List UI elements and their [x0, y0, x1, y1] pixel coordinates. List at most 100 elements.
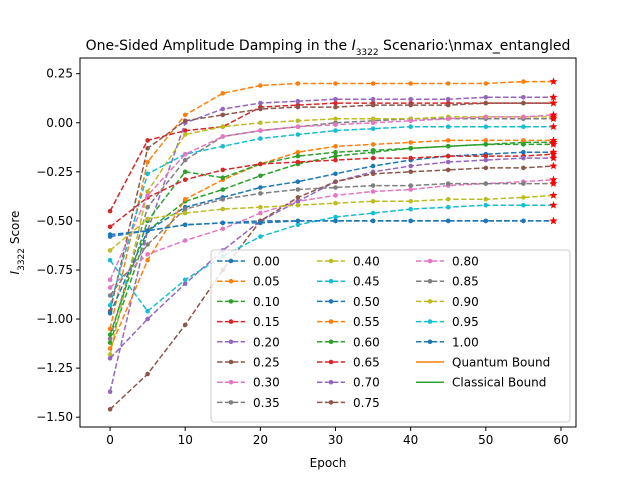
legend-item-0.15: 0.15	[217, 315, 280, 329]
legend-label: 0.50	[353, 295, 380, 309]
legend-label: 0.70	[353, 376, 380, 390]
legend-label: 0.00	[253, 255, 280, 269]
legend-marker	[228, 278, 234, 284]
data-point-0.95-0	[107, 257, 113, 263]
data-point-1.00-6	[333, 218, 338, 224]
data-point-0.75-11	[521, 165, 526, 171]
data-point-0.25-1	[145, 146, 150, 151]
data-point-0.30-0	[107, 285, 113, 290]
legend-marker	[328, 359, 334, 365]
legend-item-classical-bound: Classical Bound	[416, 376, 546, 390]
data-point-0.95-10	[483, 202, 489, 208]
data-point-0.25-2	[182, 118, 188, 124]
legend-label: 0.85	[452, 275, 479, 289]
series-0.60	[107, 140, 558, 338]
y-tick-label: −0.75	[36, 263, 73, 277]
data-point-0.40-3	[220, 124, 226, 129]
legend-item-0.45: 0.45	[317, 275, 380, 289]
y-tick-label: −1.50	[36, 410, 73, 424]
data-point-0.80-8	[408, 118, 414, 124]
legend-marker	[228, 359, 234, 365]
data-point-0.70-0	[107, 356, 113, 361]
data-point-0.75-1	[145, 371, 150, 377]
legend-item-0.05: 0.05	[217, 275, 280, 289]
legend-marker	[228, 258, 234, 264]
data-point-0.50-6	[333, 171, 338, 177]
data-point-0.30-8	[408, 187, 414, 192]
data-point-0.05-9	[445, 81, 451, 86]
data-point-1.00-2	[182, 222, 188, 228]
data-point-0.75-7	[370, 171, 376, 177]
data-point-0.15-1	[145, 138, 150, 143]
data-point-0.90-4	[258, 204, 263, 210]
data-point-0.20-7	[370, 96, 376, 102]
series-0.05	[107, 77, 558, 332]
data-point-0.90-11	[521, 195, 526, 200]
data-point-0.25-7	[370, 102, 376, 108]
legend-label: 0.40	[353, 255, 380, 269]
data-point-0.60-0	[107, 332, 113, 338]
legend-item-0.30: 0.30	[217, 376, 280, 390]
legend-label: 0.35	[253, 396, 280, 410]
legend-item-0.50: 0.50	[317, 295, 380, 309]
legend-item-0.85: 0.85	[416, 275, 479, 289]
data-point-0.25-4	[258, 106, 263, 112]
data-point-0.85-4	[258, 191, 263, 196]
data-point-0.90-9	[445, 197, 451, 202]
data-point-0.10-3	[220, 187, 226, 192]
data-point-0.20-0	[107, 389, 113, 395]
data-point-0.60-3	[220, 175, 226, 180]
end-marker-0.55	[549, 136, 558, 144]
data-point-0.75-8	[408, 169, 414, 175]
data-point-0.20-10	[483, 95, 489, 100]
series-0.90	[107, 191, 558, 253]
x-tick-label: 30	[328, 433, 343, 447]
legend-item-0.60: 0.60	[317, 335, 380, 349]
data-point-0.65-2	[182, 177, 188, 182]
data-point-0.90-6	[333, 200, 338, 206]
legend-item-0.55: 0.55	[317, 315, 380, 329]
data-point-0.80-1	[145, 193, 150, 198]
data-point-0.55-0	[107, 346, 113, 351]
data-point-0.55-6	[333, 144, 338, 149]
data-point-0.45-1	[145, 171, 150, 177]
data-point-0.70-9	[445, 159, 451, 165]
legend-label: 0.45	[353, 275, 380, 289]
y-tick-label: 0.25	[46, 67, 73, 81]
legend-item-0.70: 0.70	[317, 376, 380, 390]
data-point-0.85-11	[521, 181, 526, 186]
legend-label: 0.10	[253, 295, 280, 309]
data-point-0.95-2	[182, 277, 188, 283]
data-point-0.50-7	[370, 163, 376, 169]
data-point-0.85-0	[107, 293, 113, 298]
data-point-0.60-8	[408, 146, 414, 151]
legend-label: Quantum Bound	[452, 356, 550, 370]
legend-item-0.90: 0.90	[416, 295, 479, 309]
data-point-0.35-2	[182, 157, 188, 163]
data-point-0.30-3	[220, 226, 226, 232]
series-0.25	[107, 98, 558, 314]
data-point-0.60-2	[182, 169, 188, 175]
data-point-0.50-4	[258, 185, 263, 190]
data-point-0.05-5	[295, 81, 301, 86]
data-point-0.05-2	[182, 112, 188, 118]
data-point-0.35-0	[107, 336, 113, 342]
data-point-0.80-4	[258, 128, 263, 133]
data-point-0.65-6	[333, 157, 338, 163]
data-point-0.25-10	[483, 100, 489, 106]
legend-marker	[427, 278, 433, 284]
legend-label: 0.30	[253, 376, 280, 390]
data-point-0.45-5	[295, 132, 301, 137]
data-point-1.00-9	[445, 218, 451, 224]
legend-box	[210, 249, 571, 423]
end-marker-1.00	[549, 216, 558, 225]
data-point-0.30-1	[145, 252, 150, 257]
data-point-0.80-11	[521, 114, 526, 120]
data-point-0.85-1	[145, 242, 150, 247]
data-point-0.10-6	[333, 153, 338, 159]
data-point-0.55-8	[408, 140, 414, 145]
data-point-0.55-2	[182, 197, 188, 202]
legend-marker	[228, 400, 234, 405]
data-point-0.80-6	[333, 122, 338, 127]
